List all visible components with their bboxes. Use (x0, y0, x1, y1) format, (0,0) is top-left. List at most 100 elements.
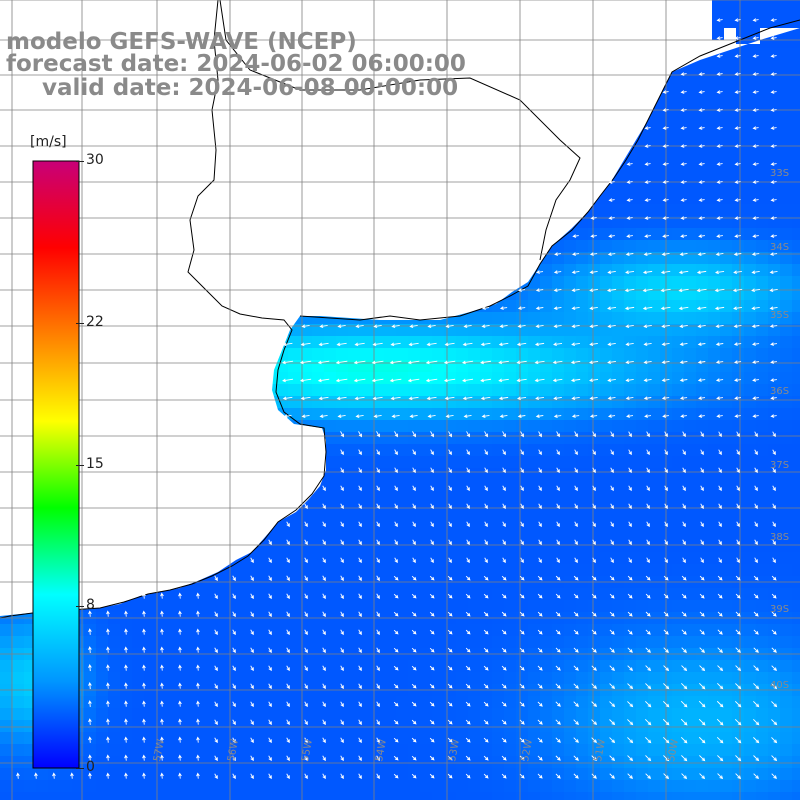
wind-speed-cell (696, 372, 708, 384)
wind-speed-cell (516, 480, 528, 492)
wind-speed-cell (684, 228, 696, 240)
wind-speed-cell (360, 744, 372, 756)
wind-speed-cell (792, 408, 800, 420)
wind-speed-cell (24, 780, 36, 792)
wind-speed-cell (756, 540, 768, 552)
wind-speed-cell (540, 372, 552, 384)
wind-speed-cell (768, 708, 780, 720)
wind-speed-cell (732, 672, 744, 684)
wind-speed-cell (636, 192, 648, 204)
wind-speed-cell (144, 792, 156, 800)
wind-speed-cell (0, 624, 12, 636)
wind-speed-cell (276, 600, 288, 612)
wind-speed-cell (528, 432, 540, 444)
wind-speed-cell (732, 768, 744, 780)
wind-speed-cell (792, 0, 800, 12)
wind-speed-cell (636, 144, 648, 156)
wind-speed-cell (648, 528, 660, 540)
wind-speed-cell (324, 324, 336, 336)
wind-speed-cell (456, 600, 468, 612)
wind-speed-cell (576, 240, 588, 252)
wind-speed-cell (264, 624, 276, 636)
wind-speed-cell (696, 156, 708, 168)
wind-speed-cell (648, 552, 660, 564)
wind-speed-cell (216, 660, 228, 672)
wind-speed-cell (576, 384, 588, 396)
wind-speed-cell (384, 504, 396, 516)
wind-speed-cell (408, 528, 420, 540)
wind-speed-cell (360, 792, 372, 800)
wind-speed-cell (204, 744, 216, 756)
wind-speed-cell (312, 540, 324, 552)
wind-speed-cell (684, 456, 696, 468)
wind-speed-cell (768, 180, 780, 192)
wind-speed-cell (288, 396, 300, 408)
wind-speed-cell (372, 456, 384, 468)
wind-speed-cell (204, 636, 216, 648)
wind-speed-cell (708, 312, 720, 324)
wind-speed-cell (672, 180, 684, 192)
wind-speed-cell (492, 420, 504, 432)
wind-speed-cell (276, 528, 288, 540)
wind-speed-cell (780, 288, 792, 300)
wind-speed-cell (324, 516, 336, 528)
wind-speed-cell (456, 636, 468, 648)
wind-speed-cell (576, 228, 588, 240)
wind-speed-cell (540, 288, 552, 300)
wind-speed-cell (672, 156, 684, 168)
wind-speed-cell (276, 636, 288, 648)
wind-speed-cell (36, 768, 48, 780)
wind-speed-cell (348, 504, 360, 516)
wind-speed-cell (408, 708, 420, 720)
wind-speed-cell (24, 768, 36, 780)
wind-speed-cell (276, 564, 288, 576)
wind-speed-cell (732, 384, 744, 396)
wind-speed-cell (720, 792, 732, 800)
wind-speed-cell (768, 132, 780, 144)
wind-speed-cell (468, 396, 480, 408)
wind-speed-cell (348, 420, 360, 432)
wind-speed-cell (300, 528, 312, 540)
wind-speed-cell (744, 228, 756, 240)
wind-speed-cell (684, 504, 696, 516)
wind-speed-cell (216, 624, 228, 636)
wind-speed-cell (312, 756, 324, 768)
wind-speed-cell (552, 312, 564, 324)
wind-speed-cell (756, 492, 768, 504)
wind-speed-cell (516, 504, 528, 516)
wind-speed-cell (348, 528, 360, 540)
wind-speed-cell (672, 204, 684, 216)
wind-speed-cell (600, 228, 612, 240)
wind-speed-cell (336, 552, 348, 564)
wind-speed-cell (636, 408, 648, 420)
wind-speed-cell (792, 384, 800, 396)
wind-speed-cell (648, 516, 660, 528)
wind-speed-cell (744, 672, 756, 684)
wind-speed-cell (180, 768, 192, 780)
wind-speed-cell (384, 360, 396, 372)
wind-speed-cell (288, 516, 300, 528)
wind-speed-cell (552, 516, 564, 528)
wind-speed-cell (780, 96, 792, 108)
wind-speed-cell (576, 780, 588, 792)
wind-speed-cell (648, 336, 660, 348)
wind-speed-cell (504, 324, 516, 336)
wind-speed-cell (120, 744, 132, 756)
wind-speed-cell (468, 408, 480, 420)
wind-speed-cell (264, 792, 276, 800)
wind-speed-cell (636, 300, 648, 312)
wind-speed-cell (12, 720, 24, 732)
wind-speed-cell (408, 480, 420, 492)
wind-speed-cell (324, 420, 336, 432)
wind-speed-cell (576, 708, 588, 720)
wind-speed-cell (612, 276, 624, 288)
wind-speed-cell (312, 360, 324, 372)
wind-speed-cell (144, 672, 156, 684)
wind-speed-cell (576, 348, 588, 360)
wind-speed-cell (480, 348, 492, 360)
wind-speed-cell (696, 120, 708, 132)
wind-speed-cell (516, 312, 528, 324)
wind-speed-cell (324, 384, 336, 396)
wind-speed-cell (216, 672, 228, 684)
wind-speed-cell (792, 420, 800, 432)
